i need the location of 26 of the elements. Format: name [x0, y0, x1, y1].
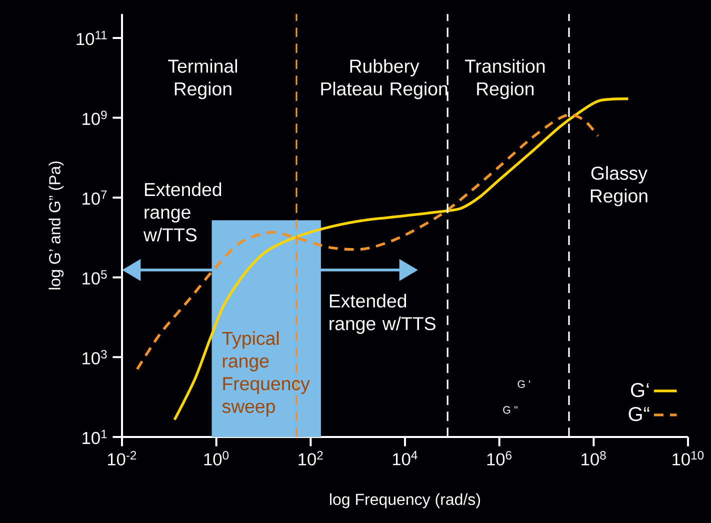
annotation: Terminal Region — [168, 59, 237, 100]
y-tick-label: 10$^{3}$ — [82, 350, 107, 364]
x-axis-title: log Frequency (rad/s) — [330, 493, 480, 508]
x-tick-label: 10$^{8}$ — [582, 451, 606, 466]
y-tick-label: 10$^{7}$ — [82, 190, 107, 205]
annotation: Extended range w/TTS — [143, 182, 222, 242]
y-axis-title: log G’ and G” (Pa) — [48, 162, 64, 290]
legend-label: G“ — [628, 406, 650, 422]
annotation: Glassy Region — [590, 166, 648, 206]
x-tick-label: 10$^{4}$ — [392, 451, 418, 466]
x-tick-label: 10$^{2}$ — [298, 451, 323, 466]
annotation: G ' — [518, 380, 530, 388]
y-tick-label: 10$^{11}$ — [76, 30, 107, 46]
annotation: Typical range Frequency sweep — [222, 331, 310, 417]
legend-label: G‘ — [630, 382, 649, 398]
annotation: Transition Region — [464, 59, 545, 100]
y-tick-label: 10$^{9}$ — [82, 110, 107, 126]
x-tick-label: 10$^{-2}$ — [108, 451, 136, 466]
x-tick-label: 10$^{6}$ — [487, 451, 512, 466]
x-tick-label: 10$^{10}$ — [672, 451, 704, 466]
x-tick-label: 10$^{0}$ — [204, 451, 229, 466]
annotation: Extended range w/TTS — [330, 294, 436, 334]
annotation: G '' — [503, 406, 518, 414]
y-tick-label: 10$^{1}$ — [82, 430, 107, 444]
y-tick-label: 10$^{5}$ — [82, 270, 107, 285]
annotation: Rubbery Plateau Region — [321, 59, 448, 100]
